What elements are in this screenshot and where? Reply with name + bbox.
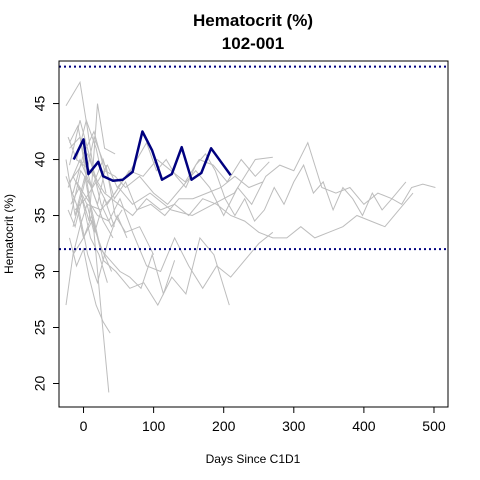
x-tick-label-200: 200	[212, 418, 236, 434]
x-axis: 0 100 200 300 400 500	[80, 407, 446, 434]
background-series-line-16	[76, 159, 414, 239]
background-series-group	[65, 80, 436, 393]
x-axis-label: Days Since C1D1	[206, 452, 301, 466]
background-series-line-13	[72, 158, 270, 211]
background-series-line-19	[77, 204, 128, 285]
background-series-line-12	[70, 157, 264, 217]
background-series-line-17	[72, 130, 407, 217]
plot-frame	[58, 60, 449, 408]
y-tick-label-20: 20	[32, 375, 48, 391]
x-tick-label-300: 300	[282, 418, 306, 434]
background-series-line-6	[65, 202, 110, 393]
y-axis: 20 25 30 35 40 45	[32, 96, 59, 391]
background-series-line-2	[69, 124, 114, 239]
chart-title: Hematocrit (%)	[193, 11, 313, 30]
y-tick-label-30: 30	[32, 264, 48, 280]
background-series-line-9	[72, 213, 176, 296]
background-series-line-8	[70, 103, 116, 222]
x-tick-label-0: 0	[80, 418, 88, 434]
y-tick-label-35: 35	[32, 208, 48, 224]
background-series-line-1	[65, 80, 95, 174]
highlight-series-line	[72, 130, 232, 183]
background-series-line-10	[76, 181, 274, 290]
chart-subtitle: 102-001	[222, 34, 284, 53]
x-tick-label-500: 500	[422, 418, 446, 434]
background-series-line-21	[72, 135, 106, 227]
background-series-line-11	[69, 136, 230, 307]
y-tick-label-45: 45	[32, 96, 48, 112]
background-series-line-7	[67, 158, 155, 255]
y-axis-label: Hematocrit (%)	[2, 194, 16, 274]
background-series-line-5	[69, 237, 111, 334]
x-tick-label-100: 100	[142, 418, 166, 434]
y-tick-label-25: 25	[32, 320, 48, 336]
y-tick-label-40: 40	[32, 152, 48, 168]
x-tick-label-400: 400	[352, 418, 376, 434]
background-series-line-22	[65, 159, 115, 233]
highlight-series-group	[72, 130, 232, 183]
